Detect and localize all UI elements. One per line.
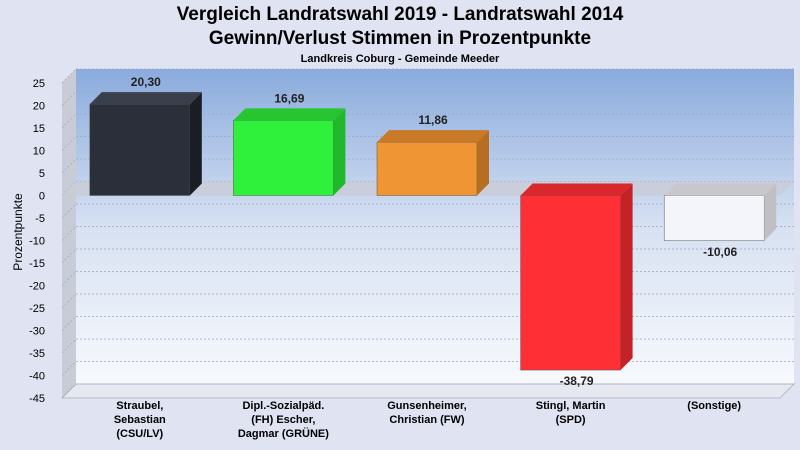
bar-1	[233, 108, 346, 196]
y-tick-label: -25	[29, 303, 45, 315]
value-label: 11,86	[418, 113, 448, 127]
grid-line-side	[61, 203, 77, 219]
bar-4	[663, 183, 777, 242]
grid-line-side	[61, 113, 77, 129]
y-tick-label: -40	[29, 371, 45, 383]
y-tick-label: -20	[29, 281, 45, 293]
grid-line-side	[61, 248, 77, 264]
plot-floor	[60, 383, 796, 399]
bar-top	[664, 183, 777, 196]
y-tick-label: -45	[29, 393, 45, 405]
bar-0	[89, 92, 202, 196]
bar-side	[764, 183, 777, 241]
chart-title: Vergleich Landratswahl 2019 - Landratswa…	[176, 4, 624, 25]
y-tick-label: -5	[35, 213, 45, 225]
category-label: Gunsenheimer, Christian (FW)	[387, 400, 466, 426]
bar-3	[520, 183, 633, 371]
category-label: Dipl.-Sozialpäd. (FH) Escher, Dagmar (GRÜN…	[238, 400, 329, 440]
y-tick-label: 25	[33, 78, 45, 90]
grid-line-side	[61, 158, 77, 174]
category-label: Stingl, Martin (SPD)	[536, 400, 606, 426]
grid-line-side	[61, 383, 77, 399]
bar-top	[233, 108, 346, 121]
grid-line-side	[61, 361, 77, 376]
bar-front	[89, 103, 191, 196]
grid-line-side	[61, 338, 77, 354]
grid-line-side	[61, 226, 77, 241]
y-tick-label: -10	[29, 236, 45, 248]
grid-line-side	[61, 271, 77, 286]
value-label: -10,06	[703, 245, 737, 259]
bar-top	[377, 130, 489, 143]
y-tick-label: 15	[33, 123, 45, 135]
grid-line-side	[61, 91, 77, 106]
y-tick-label: -35	[29, 348, 45, 360]
chart-caption: Landkreis Coburg - Gemeinde Meeder	[300, 53, 500, 65]
category-label: Straubel, Sebastian (CSU/LV)	[114, 400, 166, 440]
bar-top	[89, 92, 202, 105]
y-tick-label: 20	[33, 101, 45, 113]
value-label: -38,79	[560, 374, 594, 388]
grid-line-side	[61, 68, 77, 84]
bar-front	[376, 141, 478, 196]
bar-front	[663, 195, 765, 242]
grid-line-side	[61, 293, 77, 309]
bar-top	[520, 183, 633, 196]
bar-side	[477, 130, 489, 196]
y-axis-label: Prozentpunkte	[11, 193, 25, 271]
bar-side	[620, 183, 633, 371]
bar-side	[333, 108, 346, 196]
bar-2	[376, 130, 489, 196]
chart-subtitle: Gewinn/Verlust Stimmen in Prozentpunkte	[208, 28, 592, 49]
value-label: 20,30	[131, 75, 161, 89]
value-label: 16,69	[274, 91, 304, 105]
y-tick-label: 5	[39, 168, 45, 180]
bar-front	[233, 120, 334, 196]
bar-front	[520, 195, 621, 371]
grid-line-side	[61, 136, 77, 151]
y-tick-label: -30	[29, 326, 45, 338]
bar-side	[189, 92, 202, 196]
y-tick-label: 0	[39, 191, 45, 203]
category-label: (Sonstige)	[687, 400, 741, 412]
y-tick-label: 10	[33, 146, 45, 158]
grid-line-side	[61, 316, 77, 331]
y-tick-label: -15	[29, 258, 45, 270]
